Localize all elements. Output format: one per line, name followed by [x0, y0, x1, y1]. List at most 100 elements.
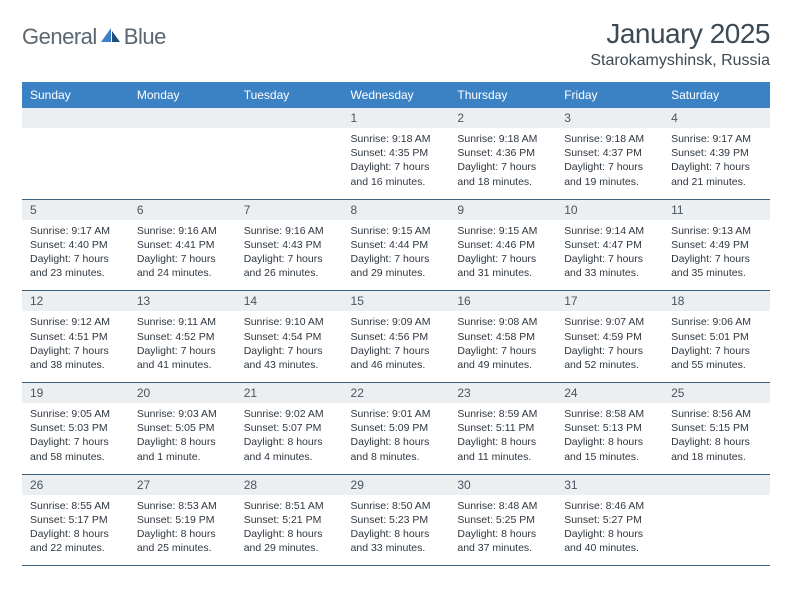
day-body: Sunrise: 9:18 AMSunset: 4:35 PMDaylight:…: [343, 128, 450, 199]
day-body: Sunrise: 9:06 AMSunset: 5:01 PMDaylight:…: [663, 311, 770, 382]
calendar-cell: 13Sunrise: 9:11 AMSunset: 4:52 PMDayligh…: [129, 291, 236, 383]
sunrise-text: Sunrise: 9:14 AM: [564, 224, 655, 238]
day-number: 14: [236, 291, 343, 311]
sunrise-text: Sunrise: 8:56 AM: [671, 407, 762, 421]
day-body: Sunrise: 9:01 AMSunset: 5:09 PMDaylight:…: [343, 403, 450, 474]
sunset-text: Sunset: 4:59 PM: [564, 330, 655, 344]
sunrise-text: Sunrise: 9:18 AM: [457, 132, 548, 146]
logo: General Blue: [22, 24, 166, 50]
sunrise-text: Sunrise: 9:05 AM: [30, 407, 121, 421]
day-number: 8: [343, 200, 450, 220]
day-number: 31: [556, 475, 663, 495]
calendar-week-row: 1Sunrise: 9:18 AMSunset: 4:35 PMDaylight…: [22, 108, 770, 199]
sunset-text: Sunset: 5:17 PM: [30, 513, 121, 527]
day-number: 22: [343, 383, 450, 403]
day-number: 2: [449, 108, 556, 128]
sunrise-text: Sunrise: 9:15 AM: [457, 224, 548, 238]
day-body-empty: [22, 128, 129, 190]
daylight-text: Daylight: 8 hours and 25 minutes.: [137, 527, 228, 555]
day-body: Sunrise: 8:58 AMSunset: 5:13 PMDaylight:…: [556, 403, 663, 474]
sunrise-text: Sunrise: 8:53 AM: [137, 499, 228, 513]
day-number: 11: [663, 200, 770, 220]
sunset-text: Sunset: 5:09 PM: [351, 421, 442, 435]
sunrise-text: Sunrise: 8:59 AM: [457, 407, 548, 421]
sunset-text: Sunset: 4:54 PM: [244, 330, 335, 344]
weekday-header: Thursday: [449, 82, 556, 108]
day-number: 21: [236, 383, 343, 403]
daylight-text: Daylight: 7 hours and 19 minutes.: [564, 160, 655, 188]
sunset-text: Sunset: 4:58 PM: [457, 330, 548, 344]
day-number: 20: [129, 383, 236, 403]
day-body: Sunrise: 8:59 AMSunset: 5:11 PMDaylight:…: [449, 403, 556, 474]
sunrise-text: Sunrise: 9:13 AM: [671, 224, 762, 238]
sunset-text: Sunset: 5:03 PM: [30, 421, 121, 435]
daylight-text: Daylight: 7 hours and 29 minutes.: [351, 252, 442, 280]
calendar-cell: 11Sunrise: 9:13 AMSunset: 4:49 PMDayligh…: [663, 199, 770, 291]
daylight-text: Daylight: 8 hours and 1 minute.: [137, 435, 228, 463]
calendar-cell: 24Sunrise: 8:58 AMSunset: 5:13 PMDayligh…: [556, 383, 663, 475]
logo-sail-icon: [100, 26, 122, 44]
sunrise-text: Sunrise: 8:55 AM: [30, 499, 121, 513]
daylight-text: Daylight: 7 hours and 52 minutes.: [564, 344, 655, 372]
sunset-text: Sunset: 5:21 PM: [244, 513, 335, 527]
day-number: 17: [556, 291, 663, 311]
daylight-text: Daylight: 7 hours and 26 minutes.: [244, 252, 335, 280]
calendar-cell: [129, 108, 236, 199]
weekday-header: Monday: [129, 82, 236, 108]
day-number: 12: [22, 291, 129, 311]
sunset-text: Sunset: 4:52 PM: [137, 330, 228, 344]
sunrise-text: Sunrise: 9:17 AM: [671, 132, 762, 146]
sunset-text: Sunset: 5:07 PM: [244, 421, 335, 435]
daylight-text: Daylight: 7 hours and 43 minutes.: [244, 344, 335, 372]
day-number: 13: [129, 291, 236, 311]
daylight-text: Daylight: 8 hours and 18 minutes.: [671, 435, 762, 463]
sunset-text: Sunset: 5:05 PM: [137, 421, 228, 435]
calendar-page: General Blue January 2025 Starokamyshins…: [0, 0, 792, 584]
sunrise-text: Sunrise: 9:18 AM: [564, 132, 655, 146]
calendar-cell: 9Sunrise: 9:15 AMSunset: 4:46 PMDaylight…: [449, 199, 556, 291]
day-body: Sunrise: 9:17 AMSunset: 4:40 PMDaylight:…: [22, 220, 129, 291]
sunset-text: Sunset: 4:49 PM: [671, 238, 762, 252]
day-body: Sunrise: 9:11 AMSunset: 4:52 PMDaylight:…: [129, 311, 236, 382]
calendar-cell: 4Sunrise: 9:17 AMSunset: 4:39 PMDaylight…: [663, 108, 770, 199]
daylight-text: Daylight: 7 hours and 49 minutes.: [457, 344, 548, 372]
calendar-cell: 8Sunrise: 9:15 AMSunset: 4:44 PMDaylight…: [343, 199, 450, 291]
daylight-text: Daylight: 7 hours and 46 minutes.: [351, 344, 442, 372]
calendar-cell: 23Sunrise: 8:59 AMSunset: 5:11 PMDayligh…: [449, 383, 556, 475]
day-number: 23: [449, 383, 556, 403]
day-body: Sunrise: 9:13 AMSunset: 4:49 PMDaylight:…: [663, 220, 770, 291]
sunrise-text: Sunrise: 9:12 AM: [30, 315, 121, 329]
calendar-cell: 16Sunrise: 9:08 AMSunset: 4:58 PMDayligh…: [449, 291, 556, 383]
daylight-text: Daylight: 7 hours and 16 minutes.: [351, 160, 442, 188]
sunrise-text: Sunrise: 9:11 AM: [137, 315, 228, 329]
day-number: 16: [449, 291, 556, 311]
sunset-text: Sunset: 5:27 PM: [564, 513, 655, 527]
daylight-text: Daylight: 8 hours and 29 minutes.: [244, 527, 335, 555]
calendar-cell: 30Sunrise: 8:48 AMSunset: 5:25 PMDayligh…: [449, 474, 556, 566]
day-body: Sunrise: 9:05 AMSunset: 5:03 PMDaylight:…: [22, 403, 129, 474]
daylight-text: Daylight: 7 hours and 58 minutes.: [30, 435, 121, 463]
sunrise-text: Sunrise: 9:01 AM: [351, 407, 442, 421]
day-number: 7: [236, 200, 343, 220]
day-body: Sunrise: 9:16 AMSunset: 4:41 PMDaylight:…: [129, 220, 236, 291]
calendar-header-row: SundayMondayTuesdayWednesdayThursdayFrid…: [22, 82, 770, 108]
month-title: January 2025: [590, 18, 770, 50]
sunrise-text: Sunrise: 9:16 AM: [244, 224, 335, 238]
daylight-text: Daylight: 7 hours and 23 minutes.: [30, 252, 121, 280]
day-body: Sunrise: 8:50 AMSunset: 5:23 PMDaylight:…: [343, 495, 450, 566]
header: General Blue January 2025 Starokamyshins…: [22, 18, 770, 70]
daylight-text: Daylight: 8 hours and 15 minutes.: [564, 435, 655, 463]
daylight-text: Daylight: 8 hours and 4 minutes.: [244, 435, 335, 463]
calendar-cell: 17Sunrise: 9:07 AMSunset: 4:59 PMDayligh…: [556, 291, 663, 383]
sunrise-text: Sunrise: 8:50 AM: [351, 499, 442, 513]
calendar-week-row: 26Sunrise: 8:55 AMSunset: 5:17 PMDayligh…: [22, 474, 770, 566]
daylight-text: Daylight: 8 hours and 8 minutes.: [351, 435, 442, 463]
day-body: Sunrise: 8:56 AMSunset: 5:15 PMDaylight:…: [663, 403, 770, 474]
day-body: Sunrise: 9:15 AMSunset: 4:44 PMDaylight:…: [343, 220, 450, 291]
calendar-cell: 12Sunrise: 9:12 AMSunset: 4:51 PMDayligh…: [22, 291, 129, 383]
sunrise-text: Sunrise: 8:46 AM: [564, 499, 655, 513]
day-number-empty: [236, 108, 343, 128]
weekday-header: Tuesday: [236, 82, 343, 108]
weekday-header: Sunday: [22, 82, 129, 108]
day-number: 30: [449, 475, 556, 495]
